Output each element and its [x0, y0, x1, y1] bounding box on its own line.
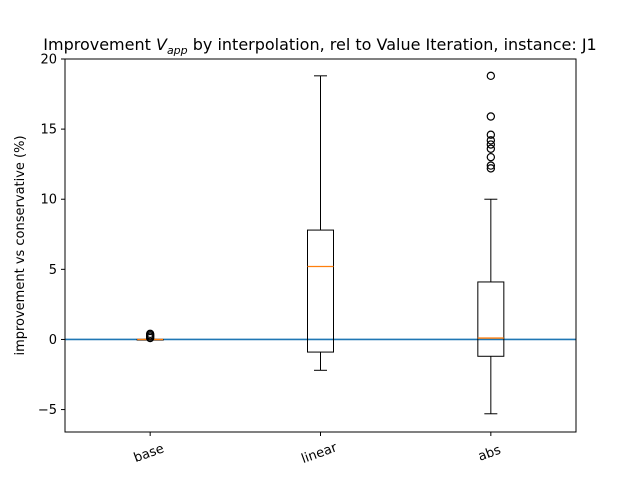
y-axis-label: improvement vs conservative (%) [13, 135, 28, 355]
outlier-point [486, 136, 496, 145]
outlier-point [486, 144, 496, 153]
x-tick-label: abs [476, 443, 503, 465]
y-tick-label: 5 [49, 263, 57, 278]
outlier-point [486, 161, 496, 170]
y-tick-label: 20 [40, 53, 57, 68]
chart-title-pre: Improvement [43, 35, 156, 54]
outlier-point [145, 329, 155, 339]
outlier-point [486, 152, 496, 162]
outlier-point [486, 164, 496, 173]
y-tick-label: −5 [38, 403, 57, 418]
box-abs [477, 281, 505, 357]
y-tick-label: 10 [40, 193, 57, 208]
y-tick-label: 15 [40, 123, 57, 138]
outlier-point [486, 140, 496, 149]
chart-title-symbol: V [156, 35, 168, 54]
chart-title: Improvement Vapp by interpolation, rel t… [43, 35, 596, 57]
outlier-point [486, 71, 496, 81]
box-linear [307, 229, 334, 353]
y-tick-label: 0 [49, 333, 57, 348]
outlier-point [486, 112, 496, 121]
chart-title-post: by interpolation, rel to Value Iteration… [188, 35, 597, 54]
chart-title-subscript: app [167, 44, 188, 57]
outlier-point [486, 130, 496, 139]
